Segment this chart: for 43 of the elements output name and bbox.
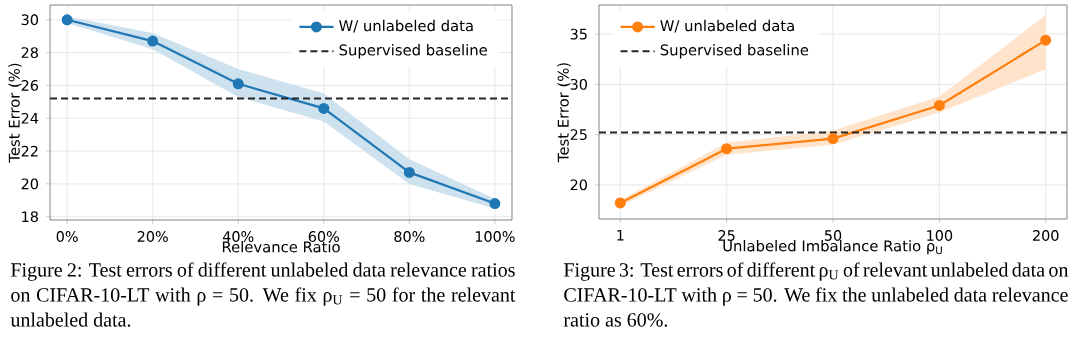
x-tick-label: 20% (137, 231, 168, 242)
x-tick-label: 0% (56, 231, 78, 242)
legend-label: W/ unlabeled data (660, 19, 794, 33)
y-tick-label: 25 (570, 129, 587, 141)
point (318, 102, 330, 114)
caption: Figure 3: Test errors of different ρ$_{U}$ of relevant unlabeled data on CIFAR-10-LT with ρ = 50. We fix the unlabeled data relevance ratio as 60%. (563, 262, 1069, 327)
point (933, 99, 945, 111)
x-tick-label: 100% (475, 231, 515, 242)
y-tick-label: 30 (570, 78, 587, 90)
point (232, 78, 244, 90)
y-tick-label: 20 (570, 179, 587, 191)
y-tick-label: 30 (21, 14, 39, 26)
y-tick-label: 26 (21, 79, 39, 91)
legend-label: Supervised baseline (339, 44, 487, 59)
point (147, 35, 159, 47)
x-axis-title: Relevance Ratio (222, 241, 340, 253)
y-tick-label: 24 (21, 112, 39, 124)
y-axis-title: Test Error (%) (557, 63, 571, 163)
x-tick-label: 40% (222, 231, 254, 242)
point (403, 166, 415, 178)
y-tick-label: 35 (570, 28, 587, 40)
point (827, 133, 839, 145)
y-tick-label: 28 (21, 47, 38, 59)
x-tick-label: 1 (617, 230, 624, 241)
x-tick-label: 25 (718, 230, 735, 241)
point (721, 143, 733, 155)
x-tick-label: 100 (927, 230, 953, 241)
y-axis-title: Test Error (%) (8, 63, 22, 163)
x-tick-label: 80% (394, 231, 425, 242)
point (1040, 34, 1052, 46)
y-tick-label: 20 (21, 178, 39, 190)
text: Figure 2: Test errors of different unlabeled data relevance ratios on CIFAR-10-LT with ρ = 50. We fix ρ$_{U}$ = 50 for the relevant unlabeled data. (10, 262, 516, 327)
point (489, 198, 501, 210)
x-tick-label: 60% (308, 231, 339, 242)
x-axis-title: Unlabeled Imbalance Ratio ρ$_{U}$ (723, 240, 942, 255)
legend-label: Supervised baseline (660, 44, 809, 59)
point (61, 14, 73, 26)
x-tick-label: 200 (1033, 230, 1059, 241)
legend-label: W/ unlabeled data (339, 19, 473, 33)
x-tick-label: 50 (824, 230, 842, 241)
point (614, 197, 626, 209)
y-tick-label: 18 (22, 211, 38, 223)
y-tick-label: 22 (21, 145, 38, 157)
